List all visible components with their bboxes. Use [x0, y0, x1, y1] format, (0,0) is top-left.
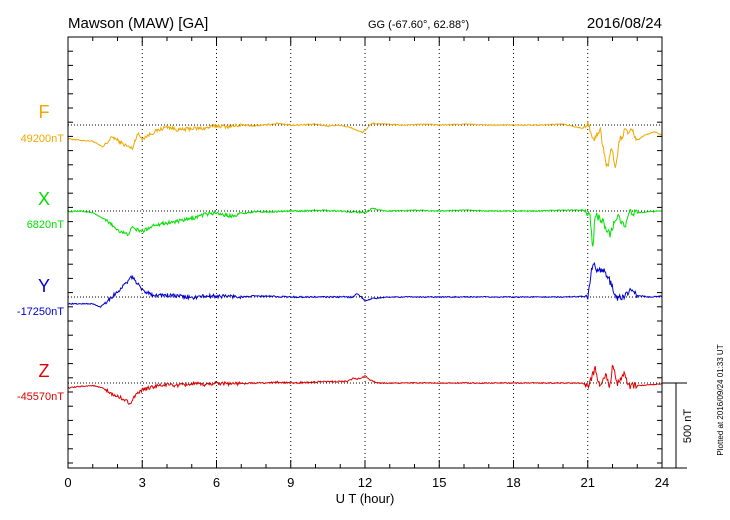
x-tick-label: 21	[581, 475, 595, 490]
x-tick-labels: 0 3 6 9 12 15 18 21 24	[64, 475, 669, 490]
series-line-f	[67, 121, 663, 168]
x-tick-label: 9	[287, 475, 294, 490]
x-axis-label: U T (hour)	[336, 491, 395, 506]
x-tick-label: 6	[213, 475, 220, 490]
date-label: 2016/08/24	[587, 15, 662, 32]
series-line-x	[67, 207, 663, 247]
station-title: Mawson (MAW) [GA]	[68, 15, 208, 32]
series-baseline-f: 49200nT	[21, 133, 65, 145]
x-tick-label: 18	[506, 475, 520, 490]
scale-bar-label: 500 nT	[682, 409, 694, 444]
series-labels: F 49200nT X 6820nT Y -17250nT Z -45570nT	[17, 102, 64, 403]
series-baseline-x: 6820nT	[27, 219, 65, 231]
series-baseline-y: -17250nT	[17, 306, 64, 318]
coordinates-label: GG (-67.60°, 62.88°)	[368, 19, 469, 31]
series-baseline-z: -45570nT	[17, 391, 64, 403]
axis-ticks	[67, 36, 663, 468]
x-tick-label: 0	[64, 475, 71, 490]
series-line-z	[67, 364, 663, 406]
series-name-z: Z	[39, 361, 50, 381]
scale-bar: 500 nT	[662, 382, 694, 469]
series-lines	[67, 121, 663, 406]
x-tick-label: 24	[655, 475, 669, 490]
x-tick-label: 15	[432, 475, 446, 490]
baselines	[68, 124, 662, 384]
series-line-y	[67, 261, 663, 308]
plotted-note: Plotted at 2016/09/24 01:33 UT	[716, 344, 725, 455]
grid	[141, 37, 589, 468]
x-tick-label: 12	[358, 475, 372, 490]
series-name-f: F	[39, 102, 50, 122]
x-tick-label: 3	[139, 475, 146, 490]
series-name-x: X	[38, 189, 50, 209]
series-name-y: Y	[38, 276, 50, 296]
